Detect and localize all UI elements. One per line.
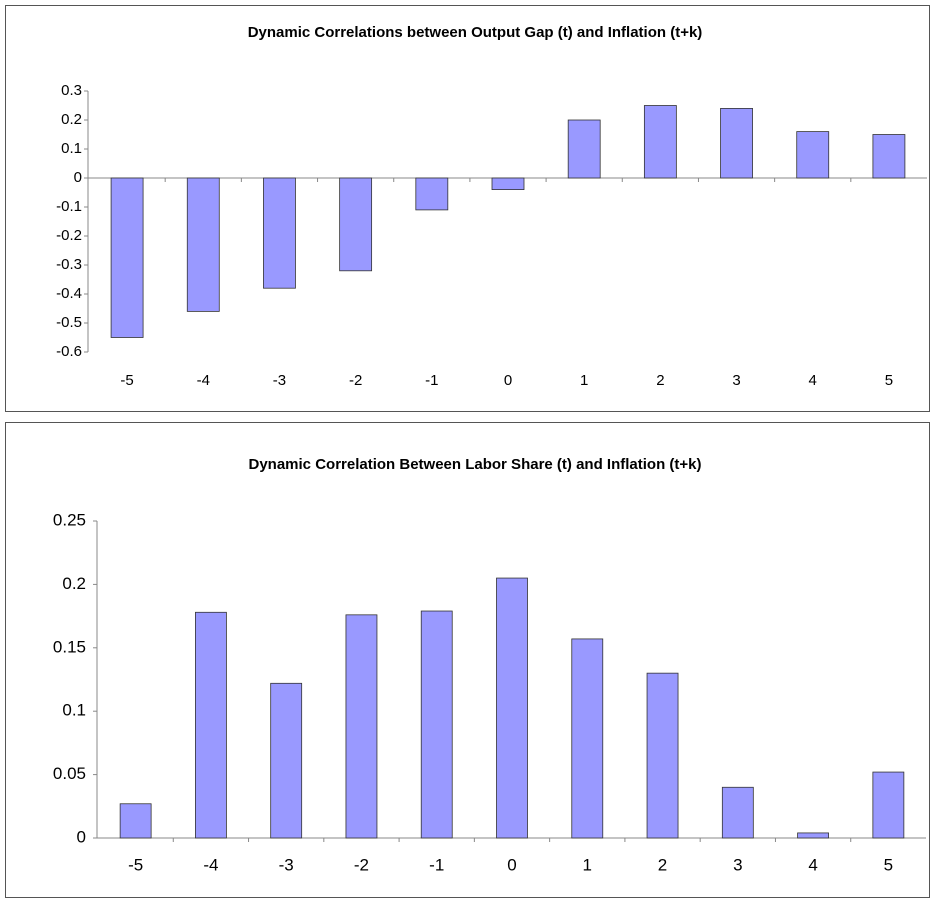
x-tick-label: -5 bbox=[120, 372, 133, 389]
x-tick-label: 4 bbox=[809, 372, 817, 389]
bar bbox=[720, 108, 753, 179]
y-tick-label: 0.2 bbox=[62, 574, 86, 593]
x-tick-label: 0 bbox=[504, 372, 512, 389]
bar bbox=[119, 803, 152, 839]
y-tick-label: 0.05 bbox=[53, 764, 86, 783]
bar bbox=[345, 614, 378, 839]
y-tick-label: 0.15 bbox=[53, 637, 86, 656]
bar bbox=[797, 832, 829, 839]
y-tick-label: -0.5 bbox=[56, 314, 82, 331]
y-tick-label: 0 bbox=[74, 169, 82, 186]
y-tick-label: -0.4 bbox=[56, 285, 82, 302]
chart-title: Dynamic Correlations between Output Gap … bbox=[248, 24, 703, 41]
y-tick-label: -0.3 bbox=[56, 256, 82, 273]
bar bbox=[263, 177, 296, 289]
x-tick-label: 5 bbox=[884, 855, 893, 874]
x-tick-label: -2 bbox=[354, 855, 369, 874]
x-tick-label: -2 bbox=[349, 372, 362, 389]
bar bbox=[872, 134, 906, 179]
x-tick-label: 4 bbox=[808, 855, 817, 874]
chart-title: Dynamic Correlation Between Labor Share … bbox=[249, 456, 702, 473]
y-tick-label: 0.1 bbox=[61, 140, 82, 157]
bar bbox=[872, 771, 905, 839]
y-tick-label: -0.2 bbox=[56, 227, 82, 244]
x-tick-label: 1 bbox=[583, 855, 592, 874]
bar bbox=[195, 611, 227, 839]
y-tick-label: -0.1 bbox=[56, 198, 82, 215]
bar bbox=[646, 672, 679, 839]
x-tick-label: -3 bbox=[273, 372, 286, 389]
x-tick-label: 0 bbox=[507, 855, 516, 874]
panel bbox=[5, 422, 930, 898]
y-tick-label: 0.1 bbox=[62, 701, 86, 720]
x-tick-label: -1 bbox=[425, 372, 438, 389]
x-tick-label: 3 bbox=[732, 372, 740, 389]
x-tick-label: 2 bbox=[656, 372, 664, 389]
x-tick-label: 2 bbox=[658, 855, 667, 874]
y-tick-label: 0.3 bbox=[61, 82, 82, 99]
x-tick-label: 5 bbox=[885, 372, 893, 389]
bar bbox=[270, 682, 303, 839]
bar bbox=[796, 131, 830, 179]
bar bbox=[643, 105, 677, 179]
bar bbox=[721, 786, 754, 839]
x-tick-label: -3 bbox=[279, 855, 294, 874]
x-tick-label: 1 bbox=[580, 372, 588, 389]
bar bbox=[415, 177, 449, 211]
y-tick-label: 0 bbox=[77, 827, 86, 846]
bar bbox=[496, 577, 528, 839]
y-tick-label: 0.2 bbox=[61, 111, 82, 128]
x-tick-label: -4 bbox=[197, 372, 210, 389]
bar bbox=[567, 119, 601, 179]
x-tick-label: -5 bbox=[128, 855, 143, 874]
x-tick-label: -1 bbox=[429, 855, 444, 874]
panel bbox=[5, 5, 930, 412]
y-tick-label: 0.25 bbox=[53, 510, 86, 529]
bar bbox=[110, 177, 144, 338]
x-tick-label: 3 bbox=[733, 855, 742, 874]
x-tick-label: -4 bbox=[203, 855, 218, 874]
bar bbox=[491, 177, 525, 191]
y-tick-label: -0.6 bbox=[56, 343, 82, 360]
bar bbox=[339, 177, 373, 272]
bar bbox=[420, 610, 453, 839]
bar bbox=[186, 177, 220, 312]
bar bbox=[571, 638, 604, 839]
